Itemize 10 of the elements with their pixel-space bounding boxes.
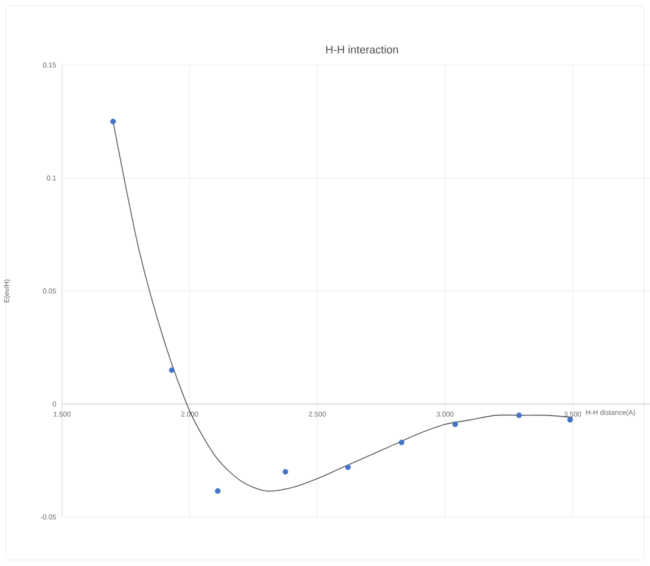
- point: [567, 417, 573, 423]
- point: [168, 367, 175, 373]
- point: [398, 440, 404, 446]
- point: [110, 118, 116, 124]
- point: [452, 422, 458, 428]
- point: [282, 469, 288, 475]
- point: [214, 488, 221, 494]
- point: [345, 464, 351, 470]
- point: [516, 412, 522, 418]
- chart-title: H-H interaction: [326, 45, 398, 54]
